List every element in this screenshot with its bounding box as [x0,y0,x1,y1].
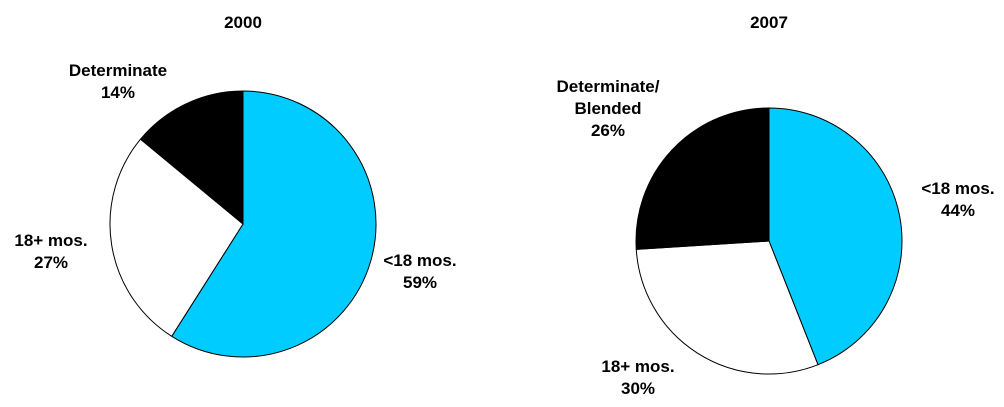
slice-label-under18-2000: <18 mos. 59% [383,250,456,294]
slice-percent: 27% [14,252,87,274]
slice-name: <18 mos. [383,250,456,272]
chart-title-2000: 2000 [224,12,262,34]
slice-name-line2: Blended [557,98,660,120]
slice-name: Determinate [69,60,167,82]
slice-name: 18+ mos. [14,230,87,252]
slice-name: <18 mos. [921,178,994,200]
chart-title-2007: 2007 [750,12,788,34]
slice-label-18plus-2000: 18+ mos. 27% [14,230,87,274]
slice-name: 18+ mos. [601,356,674,378]
slice-percent: 44% [921,200,994,222]
slice-percent: 59% [383,272,456,294]
slice-label-under18-2007: <18 mos. 44% [921,178,994,222]
slice-name-line1: Determinate/ [557,76,660,98]
slice-percent: 30% [601,378,674,400]
slice-label-determinate-2000: Determinate 14% [69,60,167,104]
slice-label-18plus-2007: 18+ mos. 30% [601,356,674,400]
slice-percent: 14% [69,82,167,104]
slice-label-determinate-blended-2007: Determinate/ Blended 26% [557,76,660,142]
slice-percent: 26% [557,120,660,142]
